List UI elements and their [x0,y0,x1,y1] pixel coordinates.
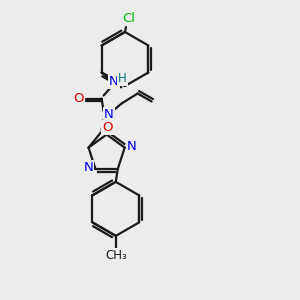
Text: N: N [84,161,93,174]
Text: N: N [104,108,113,121]
Text: O: O [74,92,84,105]
Text: H: H [118,72,127,85]
Text: O: O [102,121,113,134]
Text: CH₃: CH₃ [105,249,127,262]
Text: N: N [127,140,136,153]
Text: Cl: Cl [122,11,136,25]
Text: N: N [109,75,118,88]
